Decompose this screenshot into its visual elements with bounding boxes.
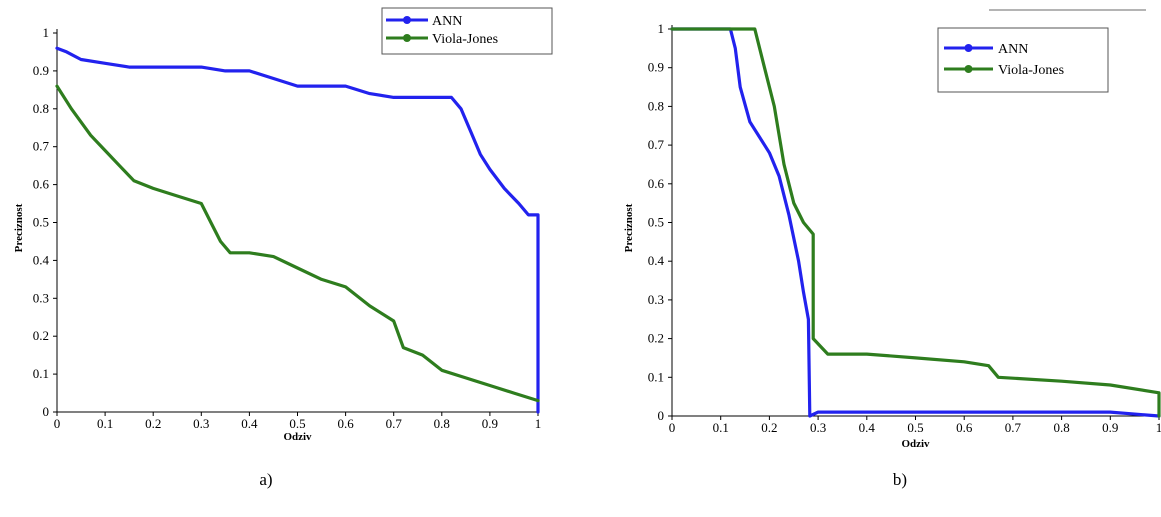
- legend-label: Viola-Jones: [432, 32, 498, 47]
- legend-label: ANN: [998, 42, 1028, 57]
- y-tick-label: 0.9: [648, 60, 664, 75]
- x-tick-label: 0.3: [810, 420, 826, 435]
- x-tick-label: 0.7: [1005, 420, 1022, 435]
- series-line-ann: [670, 27, 1161, 418]
- x-tick-label: 0.8: [434, 416, 450, 431]
- x-tick-label: 1: [1156, 420, 1161, 435]
- legend-label: Viola-Jones: [998, 63, 1064, 78]
- y-tick-label: 0.3: [648, 292, 664, 307]
- legend-label: ANN: [432, 14, 462, 29]
- y-tick-label: 0.4: [648, 253, 665, 268]
- y-tick-label: 0: [43, 404, 50, 419]
- y-tick-label: 0.6: [648, 176, 665, 191]
- x-tick-label: 0.5: [289, 416, 305, 431]
- x-tick-label: 0.1: [97, 416, 113, 431]
- y-tick-label: 0.8: [33, 101, 49, 116]
- x-tick-label: 0.4: [241, 416, 258, 431]
- x-axis-title: Odziv: [901, 438, 930, 450]
- y-tick-label: 0.1: [648, 369, 664, 384]
- x-tick-label: 0.5: [907, 420, 923, 435]
- series-line-viola-jones: [55, 84, 540, 403]
- y-tick-label: 0.5: [33, 215, 49, 230]
- x-tick-label: 0.6: [337, 416, 354, 431]
- legend-swatch-marker: [964, 65, 973, 73]
- y-tick-label: 0.7: [648, 137, 665, 152]
- chart-b: 0 0.1 0.2 0.3 0.4 0.5 0.6 0.7 0.8 0.9 1 0 0.1 0.2 0.3 0…: [623, 9, 1161, 489]
- y-tick-label: 0.6: [33, 177, 50, 192]
- y-tick-label: 0.5: [648, 215, 664, 230]
- series-line-viola-jones: [670, 27, 1161, 418]
- y-tick-label: 0.2: [33, 328, 49, 343]
- y-tick-label: 0.4: [33, 252, 50, 267]
- y-tick-label: 1: [658, 21, 665, 36]
- x-axis-title: Odziv: [283, 431, 312, 443]
- y-tick-label: 0.2: [648, 331, 664, 346]
- y-tick-label: 0.1: [33, 366, 49, 381]
- x-tick-label: 0: [669, 420, 676, 435]
- x-tick-label: 0.3: [193, 416, 209, 431]
- y-tick-label: 0: [658, 408, 665, 423]
- x-tick-label: 0.6: [956, 420, 973, 435]
- x-tick-label: 0.8: [1053, 420, 1069, 435]
- x-tick-label: 0.7: [386, 416, 403, 431]
- legend: ANN Viola-Jones: [381, 7, 553, 55]
- y-tick-label: 0.7: [33, 139, 50, 154]
- x-tick-label: 1: [535, 416, 542, 431]
- y-axis-title: Preciznost: [13, 203, 25, 252]
- y-tick-label: 0.3: [33, 290, 49, 305]
- legend-swatch-marker: [964, 44, 973, 52]
- y-axis-title: Preciznost: [623, 203, 635, 252]
- x-tick-label: 0.4: [859, 420, 876, 435]
- legend-box: [937, 27, 1109, 93]
- legend-box: [381, 7, 553, 55]
- x-tick-label: 0.2: [761, 420, 777, 435]
- y-tick-label: 0.9: [33, 63, 49, 78]
- panel-caption: a): [259, 470, 272, 489]
- x-tick-label: 0.9: [482, 416, 498, 431]
- panel-caption: b): [893, 470, 907, 489]
- x-tick-label: 0: [54, 416, 61, 431]
- legend-swatch-marker: [403, 34, 411, 42]
- legend-swatch-marker: [403, 16, 411, 24]
- y-tick-label: 0.8: [648, 98, 664, 113]
- legend: ANN Viola-Jones: [937, 27, 1109, 93]
- series-line-ann: [55, 46, 540, 414]
- x-tick-label: 0.1: [713, 420, 729, 435]
- y-tick-label: 1: [43, 25, 50, 40]
- x-tick-label: 0.2: [145, 416, 161, 431]
- x-tick-label: 0.9: [1102, 420, 1118, 435]
- chart-a: 0 0.1 0.2 0.3 0.4 0.5 0.6 0.7 0.8 0.9 1 0 0.1 0.2 0.3 0…: [13, 7, 553, 489]
